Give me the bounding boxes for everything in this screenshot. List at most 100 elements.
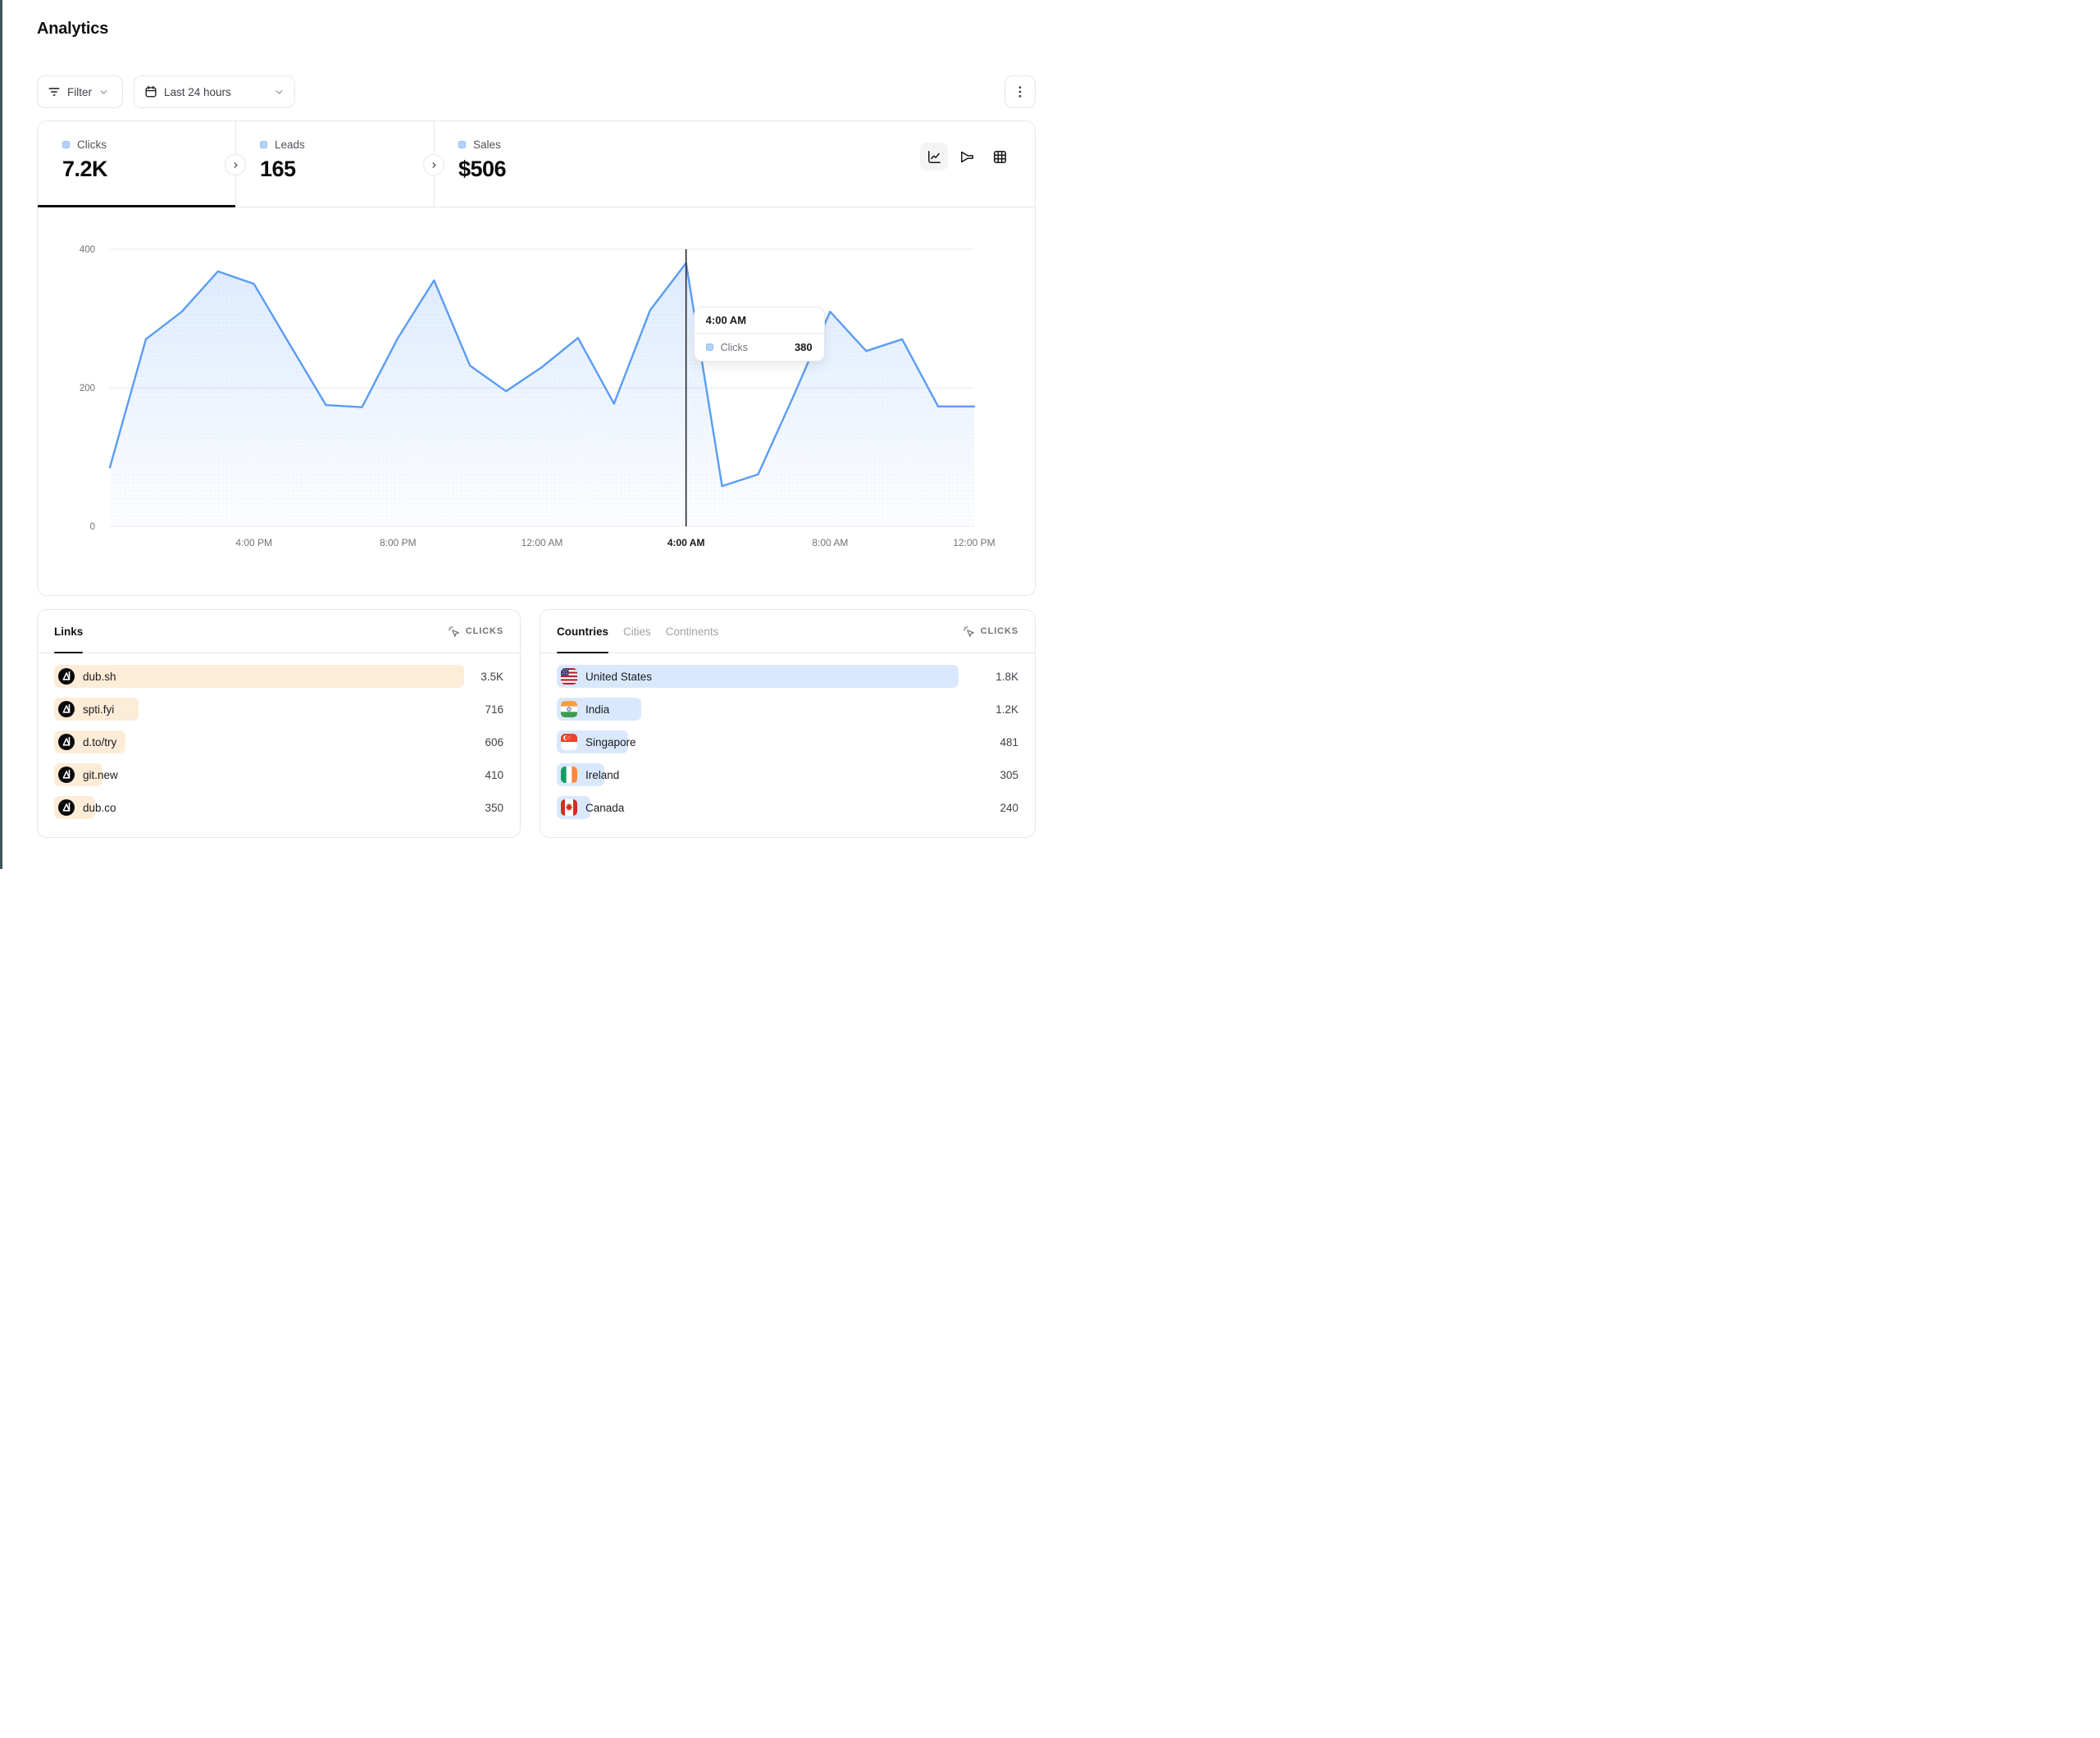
svg-text:200: 200 (80, 384, 95, 394)
sales-label: Sales (473, 139, 501, 151)
links-metric-label: CLICKS (465, 626, 503, 636)
more-options-button[interactable] (1004, 75, 1036, 108)
geo-panel-header: Countries Cities Continents CLICKS (540, 610, 1035, 653)
tab-cities[interactable]: Cities (623, 625, 651, 638)
leads-legend-swatch (260, 141, 267, 148)
list-item[interactable]: Ireland 305 (557, 763, 1018, 786)
svg-text:12:00 AM: 12:00 AM (522, 537, 563, 548)
flag-ca-icon (561, 799, 577, 816)
flag-us-icon (561, 668, 577, 685)
item-label: spti.fyi (83, 703, 115, 716)
svg-text:400: 400 (80, 245, 95, 255)
dub-logo-icon (58, 799, 75, 816)
clicks-label: Clicks (77, 139, 107, 151)
item-value: 240 (1000, 801, 1018, 814)
dub-logo-icon (58, 734, 75, 750)
chevron-down-icon (274, 87, 285, 98)
funnel-chart-icon (959, 149, 975, 165)
tooltip-value: 380 (794, 341, 813, 353)
tab-sales[interactable]: Sales $506 (434, 121, 680, 207)
funnel-chart-view-button[interactable] (953, 143, 981, 171)
date-range-button[interactable]: Last 24 hours (134, 75, 295, 108)
list-item[interactable]: Canada 240 (557, 796, 1018, 819)
line-chart-view-button[interactable] (920, 143, 948, 171)
tooltip-series-label: Clicks (720, 341, 748, 353)
item-value: 3.5K (481, 670, 503, 683)
kebab-menu-icon (1013, 84, 1027, 99)
geo-panel: Countries Cities Continents CLICKS United … (540, 609, 1036, 838)
expand-sales-button[interactable] (423, 154, 444, 175)
svg-text:0: 0 (90, 522, 95, 532)
analytics-chart-card: Clicks 7.2K Leads 165 Sales $506 (37, 121, 1036, 596)
expand-leads-button[interactable] (225, 154, 246, 175)
item-value: 606 (485, 735, 503, 748)
list-item[interactable]: d.to/try 606 (54, 730, 503, 753)
analytics-page: Analytics Filter Last 24 hours Cli (0, 0, 1050, 869)
flag-ireland-icon (561, 767, 577, 783)
cursor-click-icon (963, 626, 975, 638)
svg-text:4:00 PM: 4:00 PM (235, 537, 272, 548)
active-tab-underline (38, 205, 235, 207)
item-value: 350 (485, 801, 503, 814)
tab-leads[interactable]: Leads 165 (235, 121, 434, 207)
value-bar (54, 665, 464, 688)
table-grid-icon (992, 149, 1008, 165)
geo-metric-label: CLICKS (980, 626, 1018, 636)
area-chart-canvas[interactable]: 0 200 400 4:00 PM 8:00 PM 12:00 AM 4:00 AM 8:00… (38, 207, 1035, 596)
item-label: d.to/try (83, 735, 117, 748)
flag-india-icon (561, 701, 577, 717)
chart-tooltip: 4:00 AM Clicks 380 (693, 307, 825, 362)
flag-sg-icon (561, 734, 577, 750)
item-label: India (585, 703, 610, 716)
list-item[interactable]: United States 1.8K (557, 665, 1018, 688)
metric-tabs: Clicks 7.2K Leads 165 Sales $506 (38, 121, 1035, 207)
item-value: 481 (1000, 735, 1018, 748)
tab-clicks[interactable]: Clicks 7.2K (38, 121, 235, 207)
svg-text:8:00 AM: 8:00 AM (812, 537, 848, 548)
item-label: git.new (83, 768, 118, 781)
item-label: Ireland (585, 768, 620, 781)
tab-countries[interactable]: Countries (557, 610, 609, 653)
value-bar (557, 665, 959, 688)
tooltip-time: 4:00 AM (694, 307, 824, 334)
item-label: Singapore (585, 735, 636, 748)
item-label: United States (585, 670, 653, 683)
item-value: 305 (1000, 768, 1018, 781)
flag-us-icon (561, 668, 577, 685)
item-value: 1.8K (995, 670, 1018, 683)
list-item[interactable]: spti.fyi 716 (54, 698, 503, 721)
svg-text:12:00 PM: 12:00 PM (953, 537, 995, 548)
item-value: 716 (485, 703, 503, 716)
tab-continents[interactable]: Continents (665, 625, 719, 638)
clicks-timeseries-chart[interactable]: 0 200 400 4:00 PM 8:00 PM 12:00 AM 4:00 AM 8:00… (38, 207, 1035, 596)
tab-links[interactable]: Links (54, 610, 84, 653)
filter-button[interactable]: Filter (37, 75, 123, 108)
links-panel: Links CLICKS dub.sh 3.5K spti.fyi 716 d (37, 609, 521, 838)
leads-value: 165 (260, 157, 296, 181)
list-item[interactable]: git.new 410 (54, 763, 503, 786)
cursor-click-icon (448, 626, 460, 638)
flag-singapore-icon (561, 734, 577, 750)
table-view-button[interactable] (986, 143, 1014, 171)
links-metric-selector[interactable]: CLICKS (448, 610, 503, 653)
flag-ie-icon (561, 767, 577, 783)
list-item[interactable]: Singapore 481 (557, 730, 1018, 753)
svg-text:8:00 PM: 8:00 PM (380, 537, 417, 548)
list-item[interactable]: dub.co 350 (54, 796, 503, 819)
links-panel-header: Links CLICKS (38, 610, 520, 653)
list-item[interactable]: India 1.2K (557, 698, 1018, 721)
tooltip-series-swatch (705, 344, 713, 351)
list-item[interactable]: dub.sh 3.5K (54, 665, 503, 688)
leads-label: Leads (275, 139, 305, 151)
item-label: dub.co (83, 801, 116, 814)
clicks-legend-swatch (62, 141, 70, 148)
dub-logo-icon (58, 799, 75, 816)
geo-metric-selector[interactable]: CLICKS (963, 610, 1018, 653)
filter-button-label: Filter (67, 85, 92, 98)
item-value: 1.2K (995, 703, 1018, 716)
sales-value: $506 (458, 157, 507, 181)
page-title: Analytics (37, 20, 109, 38)
countries-list: United States 1.8K India 1.2K Singapore … (540, 653, 1035, 819)
item-label: Canada (585, 801, 625, 814)
dub-logo-icon (58, 701, 75, 717)
